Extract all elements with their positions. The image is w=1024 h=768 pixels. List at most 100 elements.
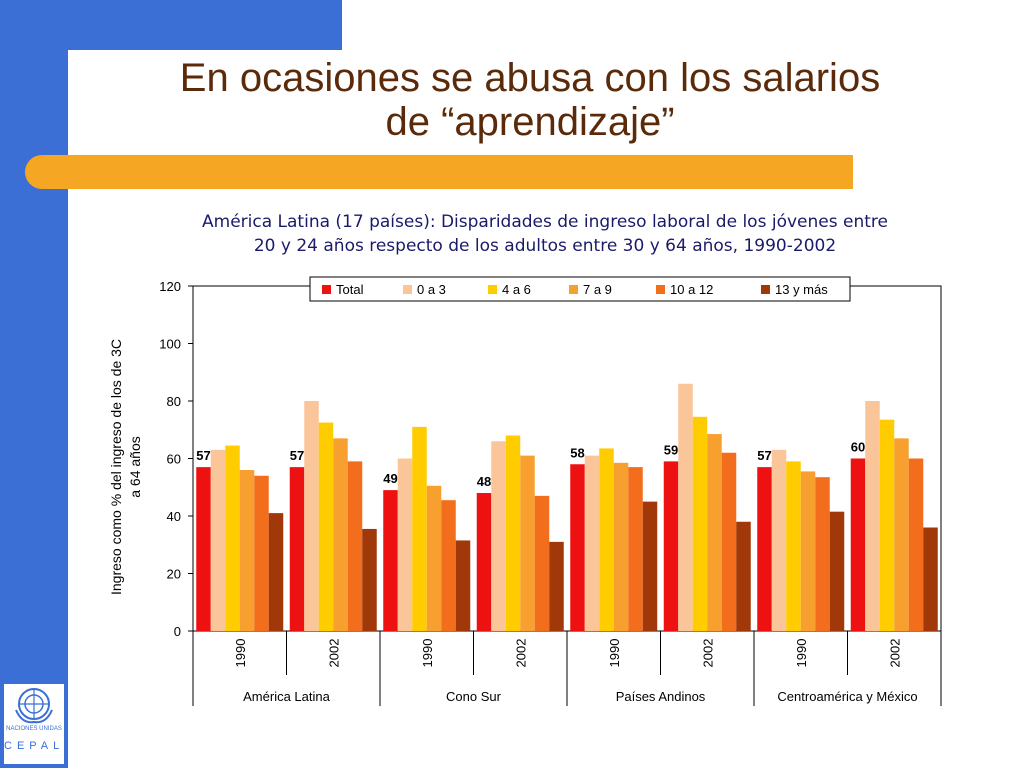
bar-13-y-más xyxy=(923,527,938,631)
top-brand-block xyxy=(0,0,342,50)
bar-7-a-9 xyxy=(894,438,909,631)
bar-4-a-6 xyxy=(318,422,334,631)
legend-box xyxy=(309,276,851,302)
data-label: 60 xyxy=(851,440,865,455)
slide-title: En ocasiones se abusa con los salarios d… xyxy=(90,56,970,144)
legend-swatch xyxy=(761,285,770,294)
bar-13-y-más xyxy=(642,501,658,631)
bar-10-a-12 xyxy=(628,467,643,631)
bar-7-a-9 xyxy=(239,470,255,631)
subtitle-line-1: América Latina (17 países): Disparidades… xyxy=(202,212,888,232)
legend-label: 13 y más xyxy=(775,282,828,297)
legend-swatch xyxy=(322,285,331,294)
title-underline-bar xyxy=(25,155,853,189)
legend-label: 7 a 9 xyxy=(583,282,612,297)
data-label: 58 xyxy=(570,445,584,460)
x-tick-label: 1990 xyxy=(233,639,248,668)
bar-Total xyxy=(476,493,492,631)
bar-10-a-12 xyxy=(534,495,550,631)
bar-13-y-más xyxy=(362,528,377,631)
bar-Total xyxy=(196,467,211,631)
legend-swatch xyxy=(403,285,412,294)
bar-13-y-más xyxy=(455,540,471,631)
group-label: Países Andinos xyxy=(616,689,706,704)
group-label: Cono Sur xyxy=(446,689,502,704)
bar-4-a-6 xyxy=(225,445,240,631)
cepal-logo: NACIONES UNIDAS CEPAL xyxy=(4,684,64,764)
bar-10-a-12 xyxy=(721,452,737,631)
bar-0-a-3 xyxy=(210,449,226,631)
data-label: 59 xyxy=(664,442,678,457)
legend-label: Total xyxy=(336,282,364,297)
bar-10-a-12 xyxy=(441,500,456,631)
logo-cepal-text: CEPAL xyxy=(4,740,65,752)
bar-0-a-3 xyxy=(397,458,413,631)
bar-7-a-9 xyxy=(333,438,348,631)
legend-swatch xyxy=(569,285,578,294)
bar-0-a-3 xyxy=(304,401,319,631)
group-label: Centroamérica y México xyxy=(777,689,917,704)
y-tick-label: 40 xyxy=(167,509,181,524)
bar-4-a-6 xyxy=(786,461,801,631)
x-tick-label: 1990 xyxy=(794,639,809,668)
legend-swatch xyxy=(488,285,497,294)
left-brand-bar xyxy=(0,0,68,768)
bar-7-a-9 xyxy=(520,455,535,631)
bar-10-a-12 xyxy=(815,477,830,631)
x-tick-label: 2002 xyxy=(887,639,902,668)
y-tick-label: 120 xyxy=(159,279,181,294)
y-tick-label: 100 xyxy=(159,337,181,352)
bar-13-y-más xyxy=(829,511,845,631)
bar-13-y-más xyxy=(549,541,564,631)
logo-caption: NACIONES UNIDAS xyxy=(6,726,62,732)
y-tick-label: 60 xyxy=(167,452,181,467)
bar-4-a-6 xyxy=(879,419,895,631)
bar-10-a-12 xyxy=(908,458,924,631)
bar-7-a-9 xyxy=(426,485,442,631)
x-tick-label: 2002 xyxy=(326,639,341,668)
data-label: 49 xyxy=(383,471,397,486)
subtitle-line-2: 20 y 24 años respecto de los adultos ent… xyxy=(253,236,837,256)
data-label: 48 xyxy=(477,474,491,489)
chart-subtitle: América Latina (17 países): Disparidades… xyxy=(160,210,930,258)
un-emblem-icon xyxy=(15,688,53,724)
x-tick-label: 1990 xyxy=(607,639,622,668)
bar-7-a-9 xyxy=(800,471,816,631)
bar-Total xyxy=(570,464,585,631)
group-label: América Latina xyxy=(243,689,330,704)
bar-7-a-9 xyxy=(613,462,629,631)
bar-0-a-3 xyxy=(771,449,787,631)
bar-0-a-3 xyxy=(584,455,600,631)
bar-4-a-6 xyxy=(692,416,708,631)
bar-4-a-6 xyxy=(412,426,427,631)
bar-0-a-3 xyxy=(491,441,506,631)
legend-label: 4 a 6 xyxy=(502,282,531,297)
bar-0-a-3 xyxy=(865,401,880,631)
bar-4-a-6 xyxy=(599,448,614,631)
y-tick-label: 80 xyxy=(167,394,181,409)
x-tick-label: 2002 xyxy=(513,639,528,668)
bar-0-a-3 xyxy=(678,383,693,631)
x-tick-label: 1990 xyxy=(420,639,435,668)
bar-Total xyxy=(757,467,772,631)
x-tick-label: 2002 xyxy=(700,639,715,668)
bar-Total xyxy=(289,467,305,631)
title-line-1: En ocasiones se abusa con los salarios xyxy=(179,56,881,100)
y-axis-title-line-2: a 64 años xyxy=(127,436,143,498)
bar-Total xyxy=(383,490,398,631)
legend-swatch xyxy=(656,285,665,294)
data-label: 57 xyxy=(196,448,210,463)
title-line-2: de “aprendizaje” xyxy=(385,100,675,144)
bar-Total xyxy=(663,461,679,631)
bar-4-a-6 xyxy=(505,435,521,631)
bar-Total xyxy=(850,458,866,631)
bar-7-a-9 xyxy=(707,434,722,631)
bar-10-a-12 xyxy=(254,475,269,631)
y-tick-label: 20 xyxy=(167,567,181,582)
bar-10-a-12 xyxy=(347,461,363,631)
bar-13-y-más xyxy=(268,513,284,631)
data-label: 57 xyxy=(290,448,304,463)
data-label: 57 xyxy=(757,448,771,463)
y-axis-title-line-1: Ingreso como % del ingreso de los de 3C xyxy=(108,339,124,595)
